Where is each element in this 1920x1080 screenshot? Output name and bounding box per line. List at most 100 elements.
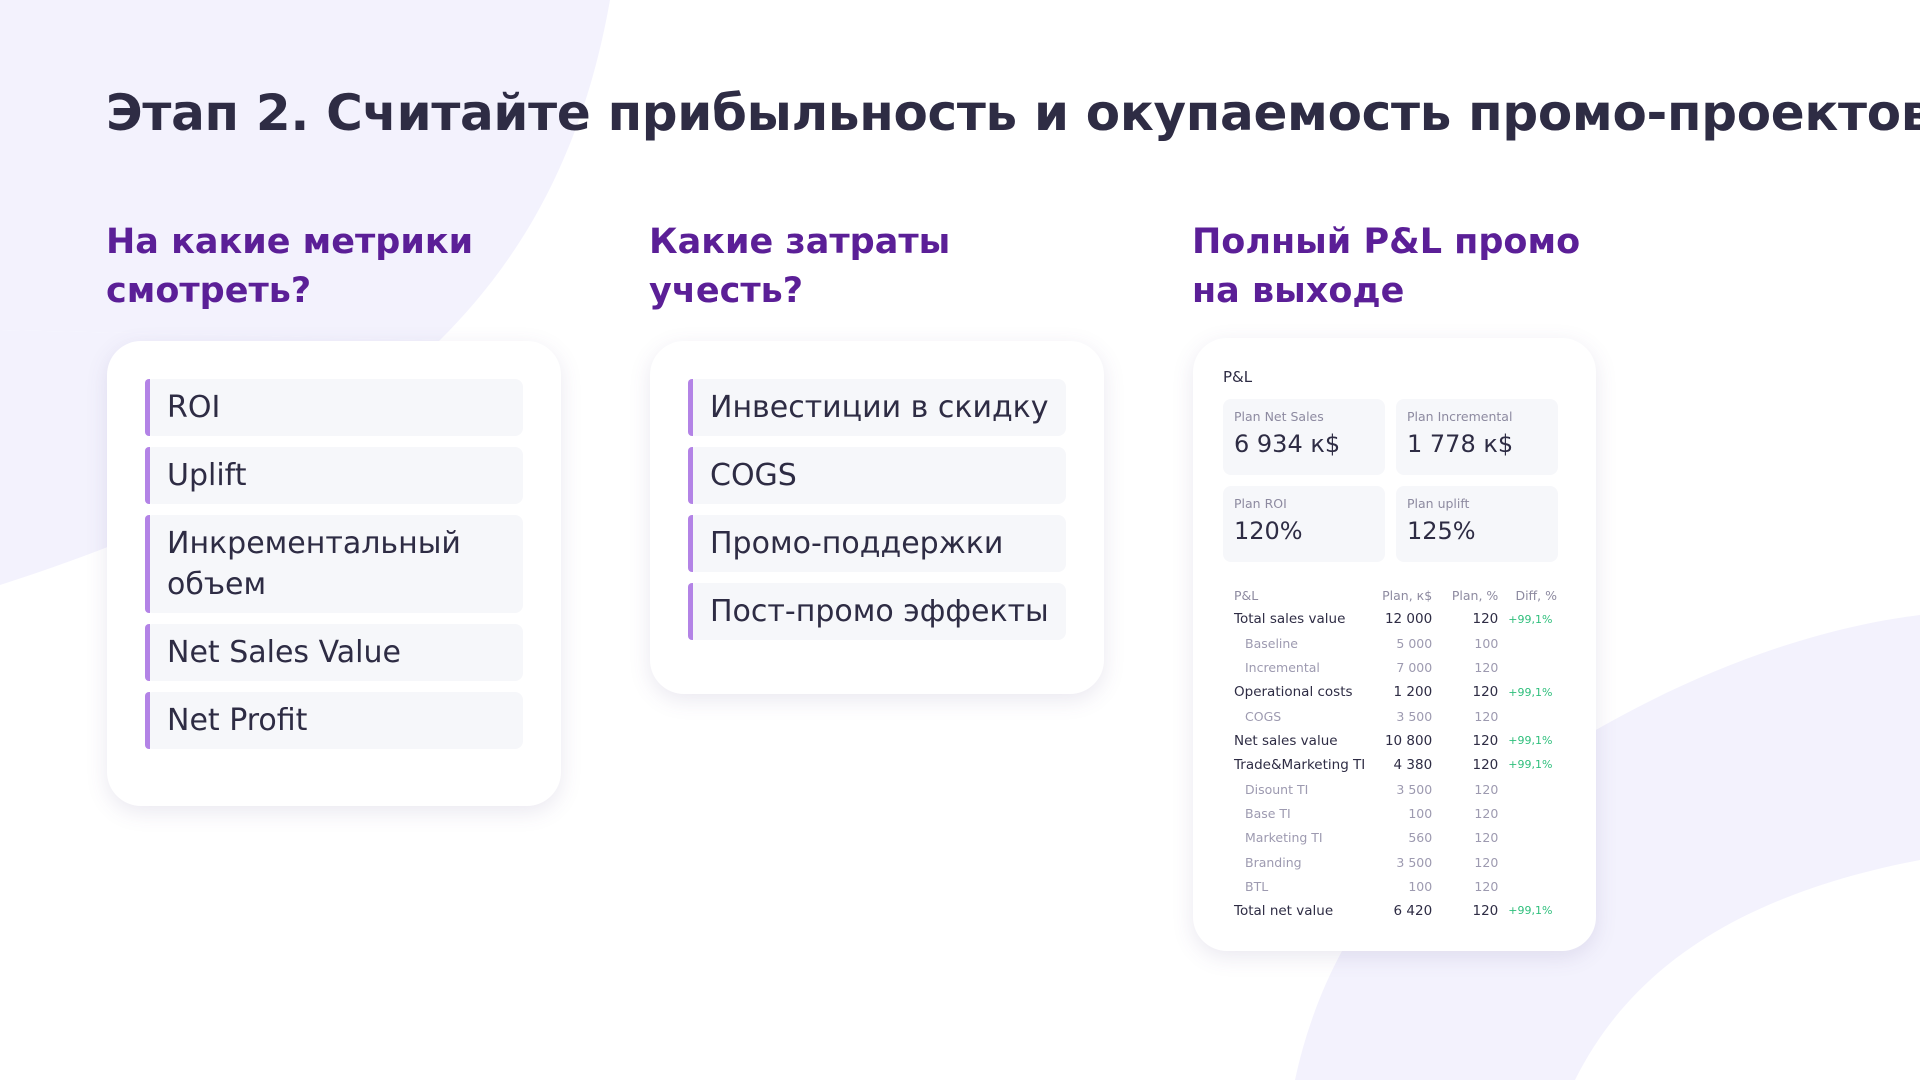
plan-percent-cell: 120 <box>1472 611 1499 628</box>
table-header-row: P&L Plan, к$ Plan, % Diff, % <box>1223 583 1563 607</box>
list-item: ROI <box>145 379 523 436</box>
kpi-plan-roi: Plan ROI 120% <box>1223 486 1385 562</box>
plan-percent-cell: 120 <box>1472 756 1499 773</box>
kpi-plan-incremental: Plan Incremental 1 778 к$ <box>1396 399 1558 475</box>
diff-cell: +99,1% <box>1508 612 1553 626</box>
diff-cell <box>1504 704 1563 728</box>
row-name-cell: Branding <box>1245 854 1302 870</box>
table-row: Net sales value 10 800 120 +99,1% <box>1223 728 1563 752</box>
column-header: P&L <box>1234 587 1259 603</box>
row-name-cell: COGS <box>1245 708 1282 724</box>
costs-card: Инвестиции в скидку COGS Промо-поддержки… <box>650 341 1104 694</box>
plan-value-cell: 560 <box>1408 830 1433 846</box>
pl-card: P&L Plan Net Sales 6 934 к$ Plan Increme… <box>1193 338 1596 951</box>
kpi-value: 125% <box>1407 517 1476 545</box>
list-item: Net Profit <box>145 692 523 749</box>
plan-value-cell: 10 800 <box>1384 732 1433 749</box>
plan-value-cell: 3 500 <box>1396 781 1433 797</box>
diff-cell <box>1504 850 1563 874</box>
plan-percent-cell: 120 <box>1474 660 1499 676</box>
list-item: Uplift <box>145 447 523 504</box>
table-row: COGS 3 500 120 <box>1223 704 1563 728</box>
plan-value-cell: 4 380 <box>1393 756 1433 773</box>
costs-heading: Какие затраты учесть? <box>649 222 951 311</box>
plan-percent-cell: 120 <box>1472 732 1499 749</box>
diff-cell <box>1504 801 1563 825</box>
pl-card-title: P&L <box>1223 368 1253 386</box>
plan-percent-cell: 120 <box>1474 878 1499 894</box>
kpi-label: Plan uplift <box>1407 496 1470 511</box>
kpi-value: 6 934 к$ <box>1234 430 1341 458</box>
kpi-value: 1 778 к$ <box>1407 430 1514 458</box>
list-item: COGS <box>688 447 1066 504</box>
plan-percent-cell: 120 <box>1474 708 1499 724</box>
diff-cell <box>1504 874 1563 898</box>
table-row: Total sales value 12 000 120 +99,1% <box>1223 607 1563 631</box>
column-header: Plan, % <box>1451 587 1499 603</box>
kpi-label: Plan Incremental <box>1407 409 1513 424</box>
list-item: Пост-промо эффекты <box>688 583 1066 640</box>
row-name-cell: Marketing TI <box>1245 830 1323 846</box>
row-name-cell: Disount TI <box>1245 781 1309 797</box>
plan-percent-cell: 120 <box>1474 781 1499 797</box>
plan-value-cell: 3 500 <box>1396 708 1433 724</box>
row-name-cell: Base TI <box>1245 806 1291 822</box>
row-name-cell: Incremental <box>1245 660 1320 676</box>
plan-value-cell: 100 <box>1408 878 1433 894</box>
kpi-plan-net-sales: Plan Net Sales 6 934 к$ <box>1223 399 1385 475</box>
plan-percent-cell: 120 <box>1472 902 1499 919</box>
row-name-cell: Total sales value <box>1234 611 1346 628</box>
diff-cell: +99,1% <box>1508 904 1553 918</box>
kpi-label: Plan Net Sales <box>1234 409 1324 424</box>
table-row: Incremental 7 000 120 <box>1223 656 1563 680</box>
plan-value-cell: 6 420 <box>1393 902 1433 919</box>
diff-cell <box>1504 656 1563 680</box>
metrics-card: ROI Uplift Инкрементальный объем Net Sal… <box>107 341 561 806</box>
diff-cell <box>1504 777 1563 801</box>
pl-table: P&L Plan, к$ Plan, % Diff, % Total sales… <box>1223 583 1563 923</box>
plan-value-cell: 1 200 <box>1393 684 1433 701</box>
pl-heading: Полный P&L промо на выходе <box>1192 222 1581 311</box>
plan-percent-cell: 120 <box>1474 830 1499 846</box>
table-row: Marketing TI 560 120 <box>1223 826 1563 850</box>
plan-value-cell: 3 500 <box>1396 854 1433 870</box>
kpi-plan-uplift: Plan uplift 125% <box>1396 486 1558 562</box>
table-row: Trade&Marketing TI 4 380 120 +99,1% <box>1223 753 1563 777</box>
kpi-value: 120% <box>1234 517 1303 545</box>
plan-percent-cell: 120 <box>1472 684 1499 701</box>
diff-cell: +99,1% <box>1508 734 1553 748</box>
table-row: BTL 100 120 <box>1223 874 1563 898</box>
column-header: Diff, % <box>1515 587 1557 603</box>
list-item: Промо-поддержки <box>688 515 1066 572</box>
table-row: Total net value 6 420 120 +99,1% <box>1223 899 1563 923</box>
list-item: Net Sales Value <box>145 624 523 681</box>
diff-cell: +99,1% <box>1508 685 1553 699</box>
plan-percent-cell: 100 <box>1474 635 1499 651</box>
row-name-cell: Net sales value <box>1234 732 1338 749</box>
plan-percent-cell: 120 <box>1474 854 1499 870</box>
kpi-label: Plan ROI <box>1234 496 1287 511</box>
plan-value-cell: 7 000 <box>1396 660 1433 676</box>
table-row: Disount TI 3 500 120 <box>1223 777 1563 801</box>
plan-percent-cell: 120 <box>1474 806 1499 822</box>
row-name-cell: Baseline <box>1245 635 1298 651</box>
plan-value-cell: 12 000 <box>1384 611 1433 628</box>
table-row: Baseline 5 000 100 <box>1223 631 1563 655</box>
list-item: Инкрементальный объем <box>145 515 523 613</box>
slide-title: Этап 2. Считайте прибыльность и окупаемо… <box>106 84 1920 142</box>
diff-cell <box>1504 826 1563 850</box>
table-row: Branding 3 500 120 <box>1223 850 1563 874</box>
table-row: Operational costs 1 200 120 +99,1% <box>1223 680 1563 704</box>
diff-cell <box>1504 631 1563 655</box>
row-name-cell: BTL <box>1245 878 1269 894</box>
plan-value-cell: 100 <box>1408 806 1433 822</box>
diff-cell: +99,1% <box>1508 758 1553 772</box>
table-row: Base TI 100 120 <box>1223 801 1563 825</box>
list-item: Инвестиции в скидку <box>688 379 1066 436</box>
row-name-cell: Total net value <box>1234 902 1334 919</box>
metrics-heading: На какие метрики смотреть? <box>106 222 474 311</box>
row-name-cell: Trade&Marketing TI <box>1234 756 1366 773</box>
column-header: Plan, к$ <box>1382 587 1433 603</box>
plan-value-cell: 5 000 <box>1396 635 1433 651</box>
row-name-cell: Operational costs <box>1234 684 1353 701</box>
